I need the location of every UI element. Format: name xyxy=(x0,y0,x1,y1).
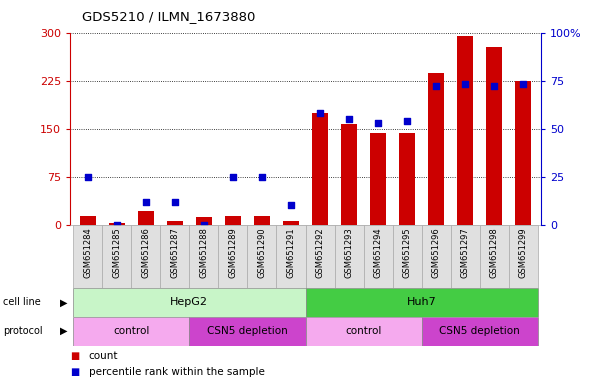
Text: percentile rank within the sample: percentile rank within the sample xyxy=(89,366,265,377)
Bar xyxy=(422,317,538,346)
Point xyxy=(257,174,267,180)
Point xyxy=(170,199,180,205)
Bar xyxy=(515,81,532,225)
Text: GSM651287: GSM651287 xyxy=(170,227,179,278)
Text: HepG2: HepG2 xyxy=(170,297,208,308)
Text: ■: ■ xyxy=(70,351,79,361)
Text: GDS5210 / ILMN_1673880: GDS5210 / ILMN_1673880 xyxy=(82,10,256,23)
Point xyxy=(460,81,470,88)
Bar xyxy=(341,124,357,225)
Text: GSM651298: GSM651298 xyxy=(490,227,499,278)
Text: GSM651288: GSM651288 xyxy=(199,227,208,278)
Bar xyxy=(189,225,218,288)
Text: protocol: protocol xyxy=(3,326,43,336)
Bar xyxy=(306,288,538,317)
Point xyxy=(518,81,528,88)
Text: GSM651293: GSM651293 xyxy=(345,227,354,278)
Bar xyxy=(247,225,276,288)
Text: ▶: ▶ xyxy=(60,297,67,308)
Text: GSM651291: GSM651291 xyxy=(287,227,296,278)
Text: GSM651290: GSM651290 xyxy=(257,227,266,278)
Bar xyxy=(73,288,306,317)
Bar xyxy=(131,225,160,288)
Point xyxy=(315,110,325,116)
Bar xyxy=(370,133,386,225)
Point xyxy=(286,202,296,209)
Point xyxy=(141,199,151,205)
Text: Huh7: Huh7 xyxy=(407,297,436,308)
Point xyxy=(402,118,412,124)
Bar xyxy=(486,47,502,225)
Text: GSM651299: GSM651299 xyxy=(519,227,528,278)
Point xyxy=(83,174,93,180)
Text: GSM651286: GSM651286 xyxy=(141,227,150,278)
Bar xyxy=(102,225,131,288)
Bar xyxy=(138,210,154,225)
Bar xyxy=(189,317,306,346)
Point xyxy=(431,83,441,89)
Text: ▶: ▶ xyxy=(60,326,67,336)
Bar xyxy=(306,317,422,346)
Bar xyxy=(393,225,422,288)
Text: GSM651284: GSM651284 xyxy=(83,227,92,278)
Bar xyxy=(196,217,212,225)
Point xyxy=(489,83,499,89)
Bar xyxy=(73,225,102,288)
Point xyxy=(199,222,209,228)
Text: GSM651289: GSM651289 xyxy=(229,227,238,278)
Text: count: count xyxy=(89,351,118,361)
Bar xyxy=(167,222,183,225)
Bar xyxy=(254,216,270,225)
Text: ■: ■ xyxy=(70,366,79,377)
Bar xyxy=(276,225,306,288)
Bar xyxy=(312,113,328,225)
Text: GSM651285: GSM651285 xyxy=(112,227,121,278)
Bar xyxy=(480,225,509,288)
Bar xyxy=(79,216,96,225)
Bar xyxy=(364,225,393,288)
Point xyxy=(344,116,354,122)
Bar xyxy=(283,222,299,225)
Bar xyxy=(457,36,473,225)
Bar xyxy=(109,223,125,225)
Text: CSN5 depletion: CSN5 depletion xyxy=(207,326,288,336)
Bar xyxy=(509,225,538,288)
Bar xyxy=(451,225,480,288)
Bar xyxy=(428,73,444,225)
Bar xyxy=(335,225,364,288)
Text: control: control xyxy=(113,326,150,336)
Bar xyxy=(306,225,335,288)
Text: control: control xyxy=(345,326,382,336)
Text: GSM651295: GSM651295 xyxy=(403,227,412,278)
Bar xyxy=(218,225,247,288)
Point xyxy=(228,174,238,180)
Bar xyxy=(422,225,451,288)
Text: cell line: cell line xyxy=(3,297,41,308)
Text: GSM651297: GSM651297 xyxy=(461,227,470,278)
Bar xyxy=(73,317,189,346)
Bar xyxy=(160,225,189,288)
Bar xyxy=(399,133,415,225)
Bar xyxy=(225,216,241,225)
Point xyxy=(112,222,122,228)
Text: CSN5 depletion: CSN5 depletion xyxy=(439,326,520,336)
Text: GSM651292: GSM651292 xyxy=(315,227,324,278)
Point xyxy=(373,120,383,126)
Text: GSM651294: GSM651294 xyxy=(373,227,382,278)
Text: GSM651296: GSM651296 xyxy=(432,227,441,278)
